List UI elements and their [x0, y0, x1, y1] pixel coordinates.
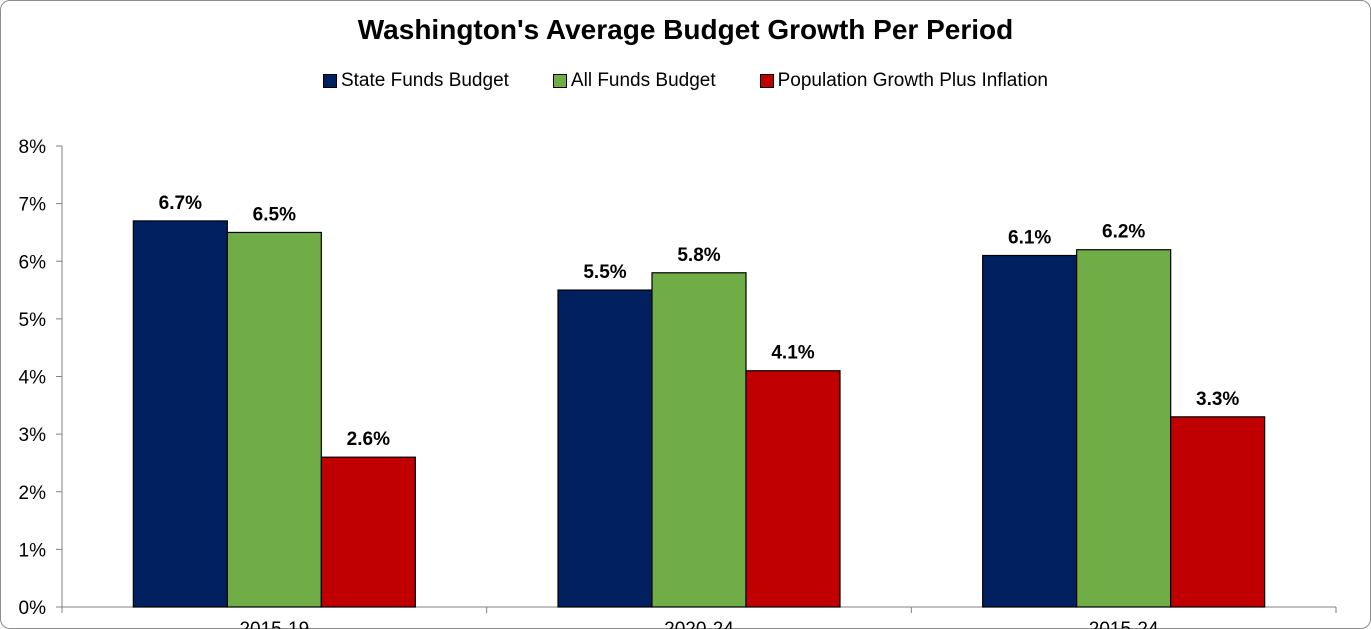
y-tick-label: 4% — [19, 368, 47, 389]
y-tick-label: 2% — [19, 483, 47, 504]
y-tick-label: 7% — [19, 195, 47, 216]
y-tick-label: 8% — [19, 137, 47, 158]
data-label: 2.6% — [347, 429, 390, 450]
bar-population-growth-plus-inflation-2015-24 — [1170, 416, 1266, 608]
data-label: 6.5% — [253, 204, 296, 225]
legend-swatch-all-funds — [552, 74, 567, 88]
legend-label-population-growth: Population Growth Plus Inflation — [777, 70, 1049, 91]
y-tick-label: 1% — [19, 540, 47, 561]
data-label: 4.1% — [771, 343, 814, 364]
legend-label-state-funds: State Funds Budget — [340, 70, 509, 91]
data-label: 6.2% — [1102, 222, 1145, 243]
data-label: 5.8% — [677, 245, 720, 266]
legend: State Funds Budget All Funds Budget Popu… — [0, 70, 1371, 92]
bar-state-funds-budget-2015-19 — [132, 220, 228, 608]
data-label: 6.1% — [1008, 227, 1051, 248]
bar-state-funds-budget-2015-24 — [982, 254, 1078, 608]
y-tick-label: 6% — [19, 252, 47, 273]
bar-population-growth-plus-inflation-2015-19 — [320, 456, 416, 608]
data-label: 3.3% — [1196, 389, 1239, 410]
bar-population-growth-plus-inflation-2020-24 — [745, 370, 841, 608]
legend-item-all-funds: All Funds Budget — [552, 70, 716, 92]
bar-all-funds-budget-2015-19 — [226, 231, 322, 608]
x-category-label: 2015-19 — [239, 619, 309, 629]
x-category-label: 2015-24 — [1089, 619, 1159, 629]
legend-swatch-population-growth — [759, 74, 774, 88]
y-tick-label: 3% — [19, 425, 47, 446]
chart-title: Washington's Average Budget Growth Per P… — [357, 14, 1014, 45]
x-category-label: 2020-24 — [664, 619, 734, 629]
bar-all-funds-budget-2015-24 — [1076, 249, 1172, 608]
legend-label-all-funds: All Funds Budget — [570, 70, 716, 91]
y-tick-label: 5% — [19, 310, 47, 331]
bar-state-funds-budget-2020-24 — [557, 289, 653, 608]
data-label: 5.5% — [583, 262, 626, 283]
data-label: 6.7% — [159, 193, 202, 214]
legend-item-state-funds: State Funds Budget — [322, 70, 509, 92]
y-tick-label: 0% — [19, 598, 47, 619]
legend-item-population-growth: Population Growth Plus Inflation — [759, 70, 1049, 92]
legend-swatch-state-funds — [322, 74, 337, 88]
bar-all-funds-budget-2020-24 — [651, 272, 747, 608]
